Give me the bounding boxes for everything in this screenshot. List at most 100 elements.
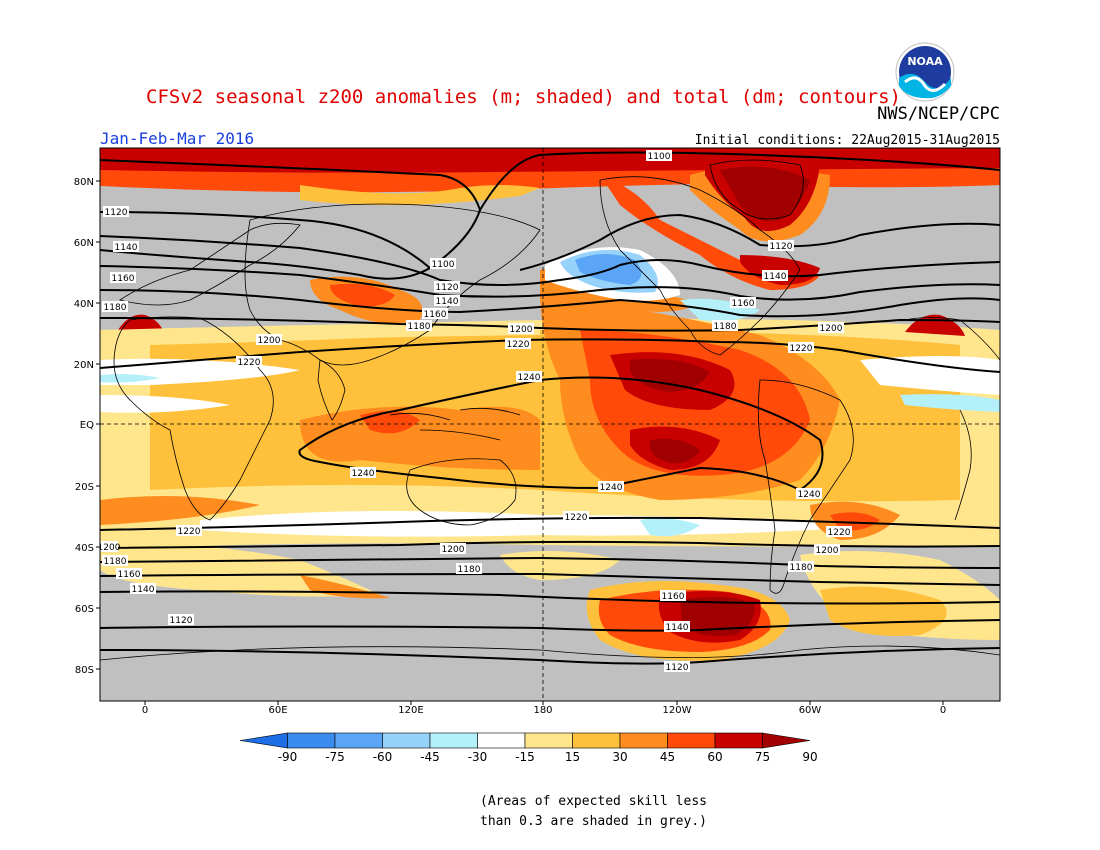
svg-text:1160: 1160 xyxy=(662,592,685,602)
lat-label: 80S xyxy=(75,665,94,676)
svg-text:1180: 1180 xyxy=(104,303,127,313)
contour-label: 1120 xyxy=(664,661,690,673)
latitude-axis: 80N 60N 40N 20N EQ 20S 40S 60S 80S xyxy=(74,177,100,676)
svg-text:1180: 1180 xyxy=(790,563,813,573)
contour-label: 1180 xyxy=(406,320,432,332)
colorbar-label: -60 xyxy=(373,750,393,764)
colorbar-label: -15 xyxy=(515,750,535,764)
svg-text:1180: 1180 xyxy=(458,565,481,575)
svg-text:1240: 1240 xyxy=(518,373,541,383)
skill-note-line1: (Areas of expected skill less xyxy=(480,794,707,809)
colorbar-arrow-high xyxy=(762,732,811,749)
contour-label: 1200 xyxy=(440,543,466,555)
lat-label: 60S xyxy=(75,604,94,615)
lon-label: 120W xyxy=(663,705,692,716)
contour-label: 1240 xyxy=(796,488,822,500)
contour-label: 1160 xyxy=(116,568,142,580)
contour-label: 1220 xyxy=(505,338,531,350)
svg-text:1120: 1120 xyxy=(436,283,459,293)
svg-text:1240: 1240 xyxy=(798,490,821,500)
svg-text:1220: 1220 xyxy=(828,528,851,538)
colorbar-label: -45 xyxy=(420,750,440,764)
contour-label: 1140 xyxy=(434,295,460,307)
svg-text:1220: 1220 xyxy=(238,358,261,368)
svg-text:1100: 1100 xyxy=(648,152,671,162)
coastlines xyxy=(100,159,1000,661)
contour-label: 1180 xyxy=(102,301,128,313)
svg-text:1160: 1160 xyxy=(424,310,447,320)
svg-text:1140: 1140 xyxy=(666,623,689,633)
lon-label: 60W xyxy=(799,705,822,716)
lat-label: 20N xyxy=(74,360,94,371)
colorbar-label: 75 xyxy=(755,750,770,764)
skill-note-line2: than 0.3 are shaded in grey.) xyxy=(480,814,707,829)
colorbar-label: 60 xyxy=(707,750,722,764)
contour-label: 1120 xyxy=(103,206,129,218)
svg-text:1200: 1200 xyxy=(442,545,465,555)
contour-label: 1200 xyxy=(508,323,534,335)
colorbar-swatch xyxy=(382,732,431,749)
svg-text:1140: 1140 xyxy=(115,243,138,253)
svg-text:1160: 1160 xyxy=(732,299,755,309)
skill-note: (Areas of expected skill less than 0.3 a… xyxy=(480,792,707,832)
contour-label: 1120 xyxy=(168,614,194,626)
svg-text:1220: 1220 xyxy=(507,340,530,350)
contour-label: 1200 xyxy=(814,544,840,556)
colorbar-swatch xyxy=(477,732,526,749)
lon-label: 0 xyxy=(142,705,148,716)
map-area: 1100 1120 1140 1160 1180 1100 1120 1140 … xyxy=(100,148,1000,701)
contour-label: 1140 xyxy=(664,621,690,633)
svg-text:1140: 1140 xyxy=(764,272,787,282)
lat-label: 40N xyxy=(74,299,94,310)
contour-label: 1180 xyxy=(456,563,482,575)
map-title: CFSv2 seasonal z200 anomalies (m; shaded… xyxy=(146,86,901,108)
colorbar-swatch xyxy=(334,732,383,749)
lat-label: EQ xyxy=(80,420,94,431)
lon-label: 180 xyxy=(533,705,552,716)
colorbar-swatch xyxy=(572,732,621,749)
lat-label: 20S xyxy=(75,482,94,493)
colorbar-swatch xyxy=(524,732,573,749)
contour-label: 1120 xyxy=(434,281,460,293)
contour-label: 1240 xyxy=(516,371,542,383)
contour-label: 1240 xyxy=(598,481,624,493)
colorbar-label: -90 xyxy=(278,750,298,764)
colorbar-swatch xyxy=(287,732,336,749)
contour-label: 1200 xyxy=(256,334,282,346)
contour-label: 1200 xyxy=(100,541,121,553)
svg-text:1140: 1140 xyxy=(436,297,459,307)
lat-label: 40S xyxy=(75,543,94,554)
svg-text:1160: 1160 xyxy=(112,274,135,284)
contour-label: 1180 xyxy=(102,555,128,567)
agency-label: NWS/NCEP/CPC xyxy=(877,104,1000,124)
svg-text:1220: 1220 xyxy=(178,527,201,537)
contour-label: 1220 xyxy=(788,342,814,354)
colorbar-label: 90 xyxy=(802,750,817,764)
colorbar-swatch xyxy=(667,732,716,749)
svg-text:1120: 1120 xyxy=(170,616,193,626)
noaa-logo-text: NOAA xyxy=(907,55,943,68)
svg-text:1180: 1180 xyxy=(104,557,127,567)
colorbar-swatch xyxy=(714,732,763,749)
contour-label: 1140 xyxy=(113,241,139,253)
svg-text:1180: 1180 xyxy=(408,322,431,332)
colorbar-swatch xyxy=(429,732,478,749)
colorbar-label: -30 xyxy=(468,750,488,764)
svg-text:1200: 1200 xyxy=(816,546,839,556)
contour-label: 1160 xyxy=(660,590,686,602)
svg-text:1240: 1240 xyxy=(600,483,623,493)
contour-label: 1160 xyxy=(730,297,756,309)
svg-text:1120: 1120 xyxy=(770,242,793,252)
lon-label: 0 xyxy=(940,705,946,716)
noaa-logo: NOAA xyxy=(895,42,955,102)
colorbar-swatch xyxy=(619,732,668,749)
lat-label: 80N xyxy=(74,177,94,188)
height-contours xyxy=(100,151,1000,665)
contour-label: 1200 xyxy=(818,322,844,334)
lat-label: 60N xyxy=(74,238,94,249)
svg-text:1220: 1220 xyxy=(565,513,588,523)
contour-label: 1220 xyxy=(236,356,262,368)
svg-text:1200: 1200 xyxy=(258,336,281,346)
colorbar-arrow-low xyxy=(239,732,288,749)
